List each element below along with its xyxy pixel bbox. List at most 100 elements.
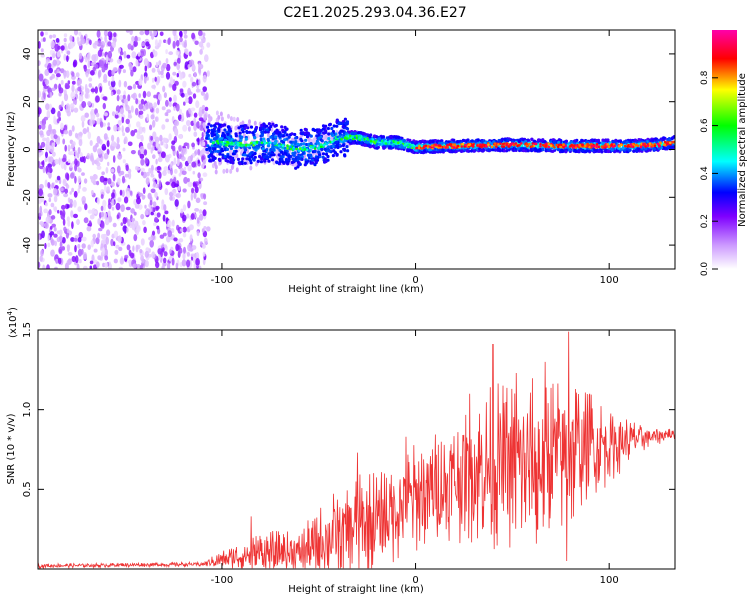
spectrogram-cell xyxy=(154,39,158,47)
spectrogram-cell xyxy=(259,160,263,164)
spectrogram-ridge-cell xyxy=(490,145,494,149)
spectrogram-ridge-cell xyxy=(480,145,484,148)
spectrogram-cell xyxy=(472,149,476,153)
spectrogram-cell xyxy=(197,137,200,146)
spectrogram-cell xyxy=(176,150,179,158)
spectrogram-cell xyxy=(552,138,556,142)
spectrogram-cell xyxy=(162,232,167,237)
spectrogram-cell xyxy=(39,130,44,136)
spectrogram-cell xyxy=(313,128,317,132)
spectrogram-cell xyxy=(91,108,95,114)
spectrogram-cell xyxy=(178,238,184,243)
spectrogram-cell xyxy=(241,157,245,161)
spectrogram-cell xyxy=(193,112,198,118)
spectrogram-cell xyxy=(296,155,300,159)
spectrogram-ridge-cell xyxy=(283,146,287,150)
spectrogram-cell xyxy=(90,176,96,184)
spectrogram-cell xyxy=(87,244,91,250)
spectrogram-cell xyxy=(73,190,78,198)
spectrogram-cell xyxy=(84,112,89,118)
spectrogram-cell xyxy=(266,132,270,138)
snr-y-tick-label: 0.5 xyxy=(22,481,33,497)
spectrogram-cell xyxy=(197,148,201,156)
spectrogram-cell xyxy=(323,160,327,164)
spectrogram-cell xyxy=(161,106,166,111)
spectrogram-cell xyxy=(117,119,122,126)
spectrogram-ridge-cell xyxy=(437,146,441,149)
spectrogram-ridge-cell xyxy=(384,142,388,145)
spectrogram-cell xyxy=(327,145,331,149)
spectrogram-cell xyxy=(201,108,205,114)
spectrogram-cell xyxy=(164,112,168,117)
spectrogram-cell xyxy=(71,255,76,263)
spectrogram-cell xyxy=(124,226,127,234)
spectrogram-cell xyxy=(159,234,165,239)
spectrogram-cell xyxy=(237,126,241,130)
spectrogram-cell xyxy=(527,138,531,143)
spectrogram-cell xyxy=(345,127,350,131)
spectrogram-cell xyxy=(234,134,238,138)
spectrogram-cell xyxy=(187,91,193,95)
spectrogram-cell xyxy=(103,133,108,140)
spectrogram-cell xyxy=(100,233,106,240)
spectrogram-ridge-cell xyxy=(295,147,298,151)
spectrogram-cell xyxy=(74,255,79,264)
spectrogram-cell xyxy=(423,140,427,144)
spectrogram-cell xyxy=(48,67,53,74)
spectrogram-cell xyxy=(580,138,584,142)
spectrogram-cell xyxy=(50,107,56,115)
spectrogram-cell xyxy=(265,128,269,132)
spectrogram-cell xyxy=(155,140,159,149)
spectrogram-ridge-cell xyxy=(659,141,662,144)
spectrogram-cell xyxy=(59,235,63,242)
spectrogram-cell xyxy=(634,149,638,153)
spectrogram-cell xyxy=(40,53,45,58)
spectrogram-cell xyxy=(452,138,456,142)
spectrogram-cell xyxy=(66,204,70,209)
spectrogram-cell xyxy=(175,39,180,47)
spectrogram-cell xyxy=(220,116,224,122)
spectrogram-ridge-cell xyxy=(249,142,253,145)
spectrogram-cell xyxy=(148,102,153,110)
spectrogram-cell xyxy=(136,197,141,205)
spectrogram-cell xyxy=(154,116,158,122)
spectrogram-cell xyxy=(305,142,309,147)
spectrogram-cell xyxy=(104,184,107,192)
spectrogram-cell xyxy=(101,143,107,151)
spectrogram-cell xyxy=(53,227,57,232)
spectrogram-cell xyxy=(579,147,583,151)
spectrogram-ridge-cell xyxy=(584,144,587,148)
spectrogram-cell xyxy=(151,67,156,73)
spectrogram-cell xyxy=(632,149,636,153)
spectrogram-cell xyxy=(535,149,539,153)
spectrogram-cell xyxy=(172,71,177,76)
spectrogram-cell xyxy=(143,75,147,84)
snr-y-label: SNR (10 * v/v) xyxy=(6,413,17,484)
spectrogram-ridge-cell xyxy=(345,137,349,140)
spectrogram-cell xyxy=(141,42,146,47)
spectrogram-ridge-cell xyxy=(639,145,643,149)
spectrogram-cell xyxy=(133,129,138,133)
spectrogram-cell xyxy=(55,38,60,43)
spectrogram-cell xyxy=(552,140,556,145)
spectrogram-cell xyxy=(74,132,79,139)
spectrogram-cell xyxy=(569,140,573,145)
spectrogram-cell xyxy=(131,223,136,231)
spectrogram-cell xyxy=(293,151,297,155)
spectrogram-cell xyxy=(116,165,121,174)
spectrogram-cell xyxy=(432,150,436,154)
colorbar-tick-label: 0.0 xyxy=(700,262,710,277)
spectrogram-cell xyxy=(272,153,276,157)
spectrogram-cell xyxy=(142,90,147,99)
spectrogram-cell xyxy=(324,152,329,156)
spectrogram-cell xyxy=(142,220,146,226)
spectrogram-cell xyxy=(98,227,103,232)
snr-x-tick-label: 100 xyxy=(600,575,619,586)
spectrogram-cell xyxy=(155,261,160,269)
spectrogram-cell xyxy=(137,51,141,57)
spectrogram-cell xyxy=(547,148,551,152)
spectrogram-cell xyxy=(74,175,77,184)
spectrogram-cell xyxy=(49,56,53,61)
spectrogram-cell xyxy=(202,32,206,37)
spectrogram-cell xyxy=(340,129,344,133)
